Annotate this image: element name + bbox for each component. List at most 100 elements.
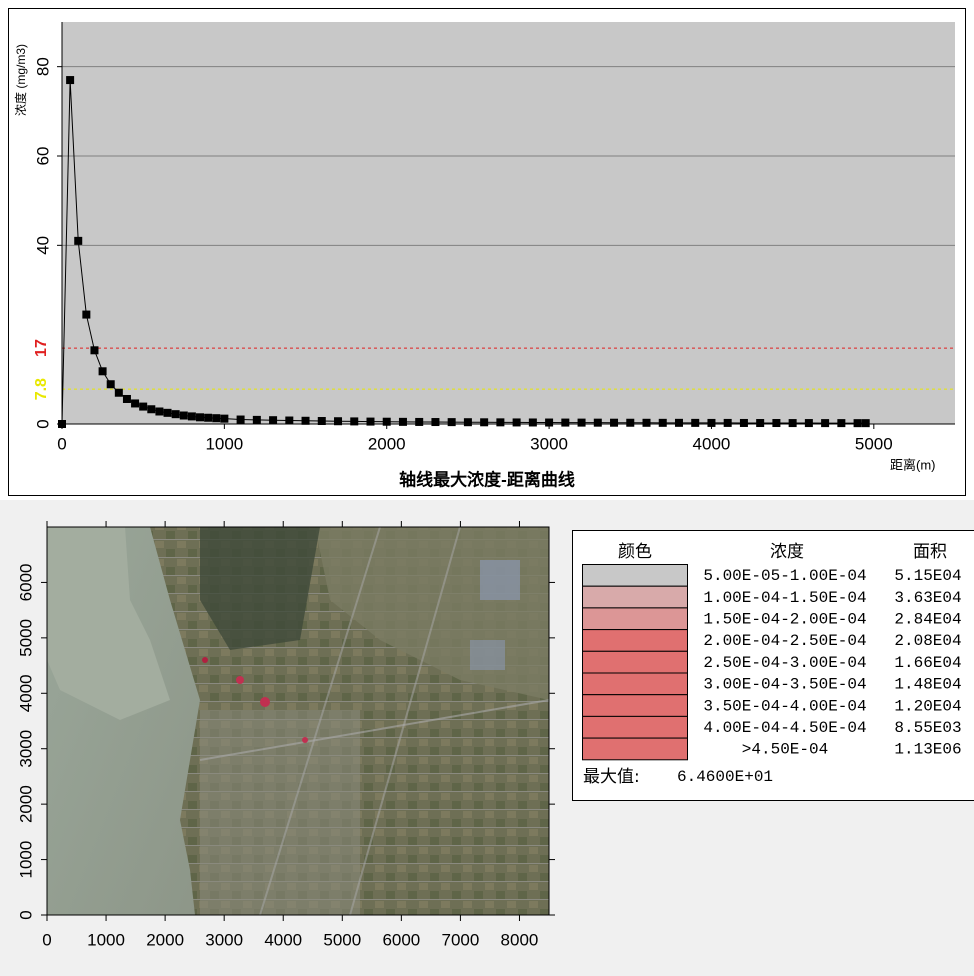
map-frame [46, 526, 550, 916]
data-point [163, 408, 172, 417]
data-point [545, 418, 554, 427]
map-x-tick-label: 7000 [441, 930, 479, 949]
x-axis-label: 距离(m) [890, 457, 936, 472]
legend-area: 1.20E04 [894, 697, 961, 715]
legend-area: 2.84E04 [894, 610, 961, 628]
legend-header: 浓度 [770, 542, 804, 562]
data-point [756, 419, 765, 428]
map-x-tick-label: 6000 [382, 930, 420, 949]
legend-range: 1.00E-04-1.50E-04 [703, 589, 866, 607]
data-point [98, 367, 107, 376]
data-point [220, 414, 229, 423]
legend-swatch [582, 564, 688, 587]
data-point [147, 405, 156, 414]
data-point [707, 418, 716, 427]
data-point [561, 418, 570, 427]
data-point [528, 418, 537, 427]
reference-label: 7.8 [33, 378, 50, 400]
map-x-tick-label: 8000 [501, 930, 539, 949]
y-tick-label: 40 [33, 236, 52, 255]
data-point [317, 417, 326, 426]
data-point [723, 418, 732, 427]
max-label: 最大值: [583, 767, 640, 787]
data-point [821, 419, 830, 428]
x-tick-label: 5000 [855, 434, 893, 453]
data-point [447, 418, 456, 427]
data-point [398, 417, 407, 426]
legend-range: 2.50E-04-3.00E-04 [703, 654, 866, 672]
data-point [285, 416, 294, 425]
data-point [58, 420, 66, 428]
legend-swatch [582, 694, 688, 717]
max-value: 6.4600E+01 [677, 768, 773, 786]
data-point [431, 418, 440, 427]
legend-area: 1.13E06 [894, 741, 961, 759]
data-point [804, 419, 813, 428]
legend-range: 1.50E-04-2.00E-04 [703, 610, 866, 628]
legend-range: >4.50E-04 [742, 741, 828, 759]
x-tick-label: 3000 [530, 434, 568, 453]
data-point [496, 418, 505, 427]
legend-swatch [582, 650, 688, 674]
map-x-tick-label: 2000 [146, 930, 184, 949]
legend-range: 3.00E-04-3.50E-04 [703, 676, 866, 694]
data-point [642, 418, 651, 427]
map-x-tick-label: 5000 [323, 930, 361, 949]
data-point [122, 394, 131, 403]
data-point [196, 413, 205, 422]
map-y-tick-label: 1000 [16, 841, 35, 879]
data-point [658, 418, 667, 427]
data-point [861, 419, 870, 428]
data-point [577, 418, 586, 427]
map-image [47, 526, 550, 916]
data-point [593, 418, 602, 427]
legend-range: 2.00E-04-2.50E-04 [703, 632, 866, 650]
data-point [691, 418, 700, 427]
map-y-tick-label: 5000 [16, 619, 35, 657]
data-point [415, 417, 424, 426]
data-point [853, 419, 862, 428]
x-tick-label: 1000 [205, 434, 243, 453]
x-tick-label: 0 [57, 434, 66, 453]
data-point [155, 407, 164, 416]
data-point [82, 310, 91, 319]
legend-area: 1.48E04 [894, 676, 961, 694]
legend-area: 5.15E04 [894, 567, 961, 585]
data-point [334, 417, 343, 426]
legend-swatch [582, 672, 688, 696]
legend-area: 8.55E03 [894, 719, 961, 737]
data-point [74, 236, 83, 245]
reference-label: 17 [33, 339, 50, 357]
legend-header: 颜色 [618, 542, 652, 562]
legend-range: 3.50E-04-4.00E-04 [703, 697, 866, 715]
legend-area: 3.63E04 [894, 589, 961, 607]
map-y-tick-label: 0 [16, 910, 35, 919]
data-point [772, 419, 781, 428]
map-x-tick-label: 3000 [205, 930, 243, 949]
x-tick-label: 2000 [368, 434, 406, 453]
data-point [139, 402, 148, 411]
data-point [626, 418, 635, 427]
data-point [106, 380, 115, 389]
legend-header: 面积 [913, 542, 947, 562]
data-point [269, 416, 278, 425]
map-x-tick-label: 1000 [87, 930, 125, 949]
y-tick-label: 0 [33, 419, 52, 428]
legend-range: 4.00E-04-4.50E-04 [703, 719, 866, 737]
data-point [131, 399, 140, 408]
data-point [350, 417, 359, 426]
data-point [66, 76, 75, 85]
data-point [252, 415, 261, 424]
legend-area: 2.08E04 [894, 632, 961, 650]
x-tick-label: 4000 [693, 434, 731, 453]
data-point [512, 418, 521, 427]
map-y-tick-label: 6000 [16, 564, 35, 602]
data-point [171, 410, 180, 419]
data-point [366, 417, 375, 426]
data-point [301, 416, 310, 425]
plot-area [62, 22, 955, 424]
legend-swatch [582, 737, 688, 761]
map-x-tick-label: 0 [42, 930, 51, 949]
map-y-tick-label: 2000 [16, 785, 35, 823]
